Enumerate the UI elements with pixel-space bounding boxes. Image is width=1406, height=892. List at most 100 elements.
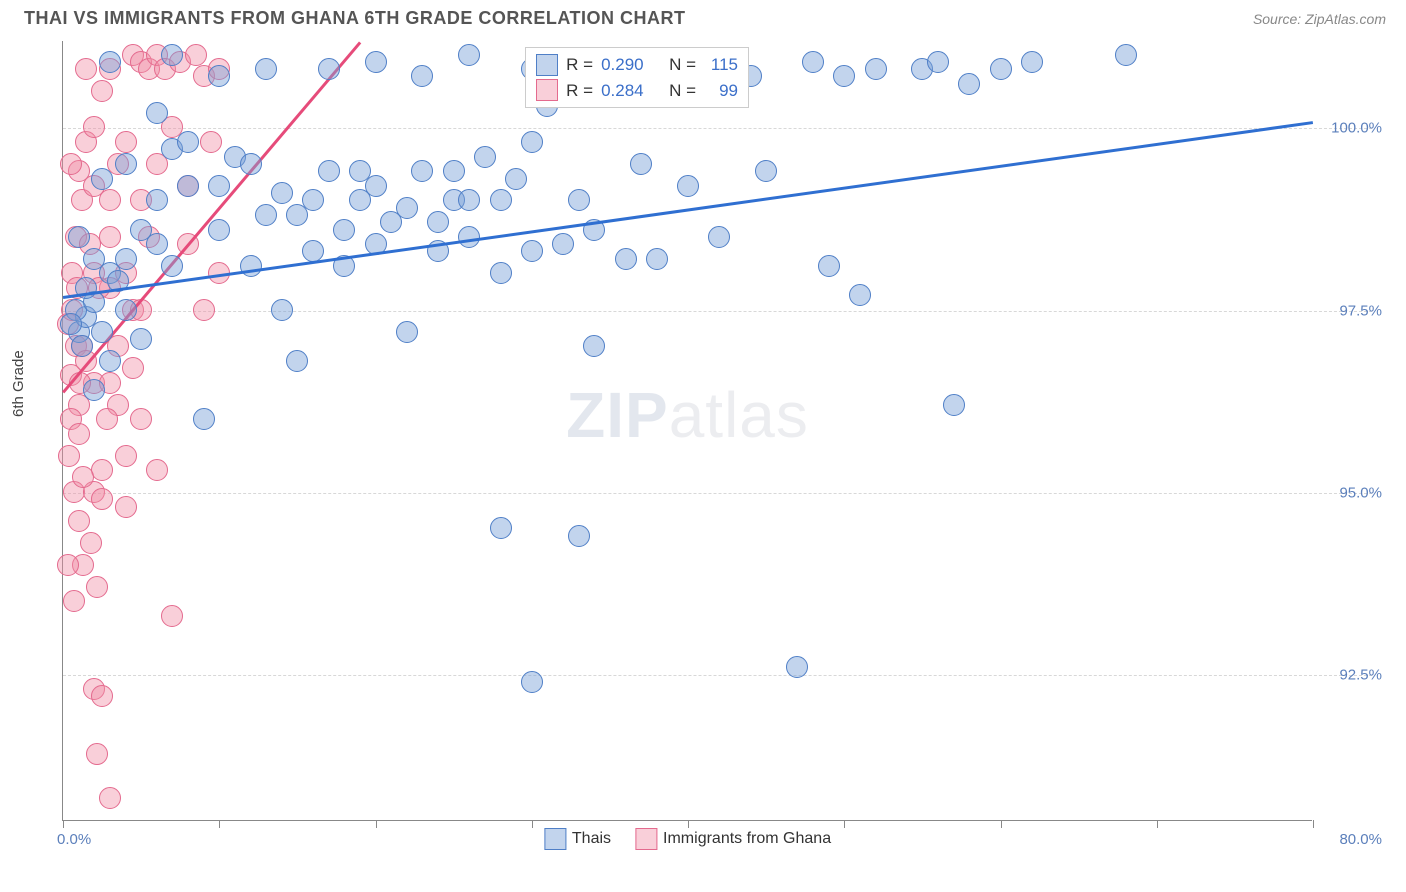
legend-swatch [536,54,558,76]
data-point-blue [943,394,965,416]
data-point-blue [396,321,418,343]
data-point-blue [583,335,605,357]
x-tick [1001,820,1002,828]
data-point-blue [865,58,887,80]
data-point-blue [630,153,652,175]
data-point-blue [818,255,840,277]
data-point-pink [60,153,82,175]
data-point-blue [286,350,308,372]
data-point-blue [115,299,137,321]
data-point-blue [927,51,949,73]
x-min-label: 0.0% [57,831,91,848]
data-point-blue [615,248,637,270]
data-point-blue [318,58,340,80]
data-point-blue [99,350,121,372]
data-point-blue [443,160,465,182]
stat-n-label: N = [669,78,696,104]
data-point-blue [91,321,113,343]
data-point-blue [318,160,340,182]
data-point-blue [333,219,355,241]
data-point-blue [802,51,824,73]
data-point-pink [130,408,152,430]
legend-label: Immigrants from Ghana [663,830,831,848]
data-point-blue [411,160,433,182]
data-point-blue [91,168,113,190]
data-point-pink [91,685,113,707]
data-point-pink [91,459,113,481]
data-point-blue [146,233,168,255]
legend-label: Thais [572,830,611,848]
data-point-blue [71,335,93,357]
data-point-blue [490,262,512,284]
x-tick [844,820,845,828]
data-point-blue [755,160,777,182]
legend-item: Thais [544,828,611,850]
data-point-blue [552,233,574,255]
data-point-blue [568,525,590,547]
x-tick [532,820,533,828]
data-point-blue [240,153,262,175]
data-point-blue [177,131,199,153]
data-point-blue [458,44,480,66]
data-point-blue [68,226,90,248]
data-point-blue [302,189,324,211]
gridline-h [63,128,1372,129]
y-tick-label: 97.5% [1322,302,1382,319]
data-point-pink [86,743,108,765]
gridline-h [63,675,1372,676]
stat-n-value: 115 [704,52,738,78]
chart-title: THAI VS IMMIGRANTS FROM GHANA 6TH GRADE … [24,8,685,29]
data-point-blue [255,58,277,80]
y-tick-label: 100.0% [1322,120,1382,137]
data-point-pink [115,445,137,467]
data-point-pink [91,80,113,102]
data-point-blue [568,189,590,211]
data-point-blue [1115,44,1137,66]
data-point-pink [58,445,80,467]
watermark-zip: ZIP [566,379,669,451]
data-point-pink [161,605,183,627]
data-point-blue [458,226,480,248]
data-point-pink [91,488,113,510]
data-point-blue [365,175,387,197]
data-point-blue [83,379,105,401]
data-point-pink [75,58,97,80]
data-point-blue [958,73,980,95]
data-point-blue [115,153,137,175]
stat-r-label: R = [566,78,593,104]
gridline-h [63,493,1372,494]
data-point-pink [122,357,144,379]
stats-row: R =0.284 N =99 [536,78,738,104]
plot-region: ZIPatlas 92.5%95.0%97.5%100.0%0.0%80.0%R… [62,41,1312,821]
data-point-blue [521,131,543,153]
data-point-blue [240,255,262,277]
chart-area: 6th Grade ZIPatlas 92.5%95.0%97.5%100.0%… [20,37,1386,857]
stat-n-label: N = [669,52,696,78]
data-point-blue [458,189,480,211]
data-point-pink [57,554,79,576]
legend-swatch [544,828,566,850]
data-point-blue [490,517,512,539]
y-tick-label: 95.0% [1322,484,1382,501]
data-point-blue [786,656,808,678]
data-point-pink [83,116,105,138]
x-tick [688,820,689,828]
data-point-pink [99,226,121,248]
data-point-blue [60,313,82,335]
data-point-blue [427,211,449,233]
stat-n-value: 99 [704,78,738,104]
legend-swatch [635,828,657,850]
data-point-blue [833,65,855,87]
data-point-pink [193,299,215,321]
stats-legend-box: R =0.290 N =115R =0.284 N =99 [525,47,749,108]
legend-item: Immigrants from Ghana [635,828,831,850]
data-point-pink [146,459,168,481]
data-point-blue [505,168,527,190]
data-point-blue [130,328,152,350]
data-point-pink [200,131,222,153]
bottom-legend: Thais Immigrants from Ghana [544,828,831,850]
data-point-blue [255,204,277,226]
data-point-blue [708,226,730,248]
data-point-blue [208,175,230,197]
x-tick [63,820,64,828]
